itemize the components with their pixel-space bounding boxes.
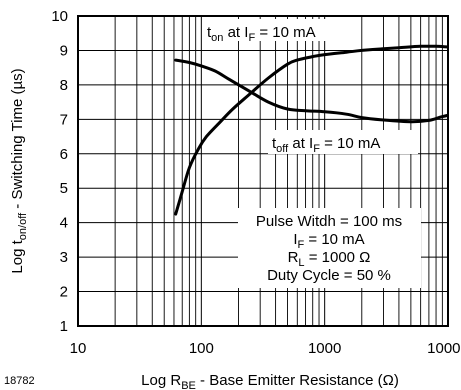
t-on-label: ton at IF = 10 mA xyxy=(207,24,316,44)
t-off-label: toff at IF = 10 mA xyxy=(272,135,380,155)
x-tick-label: 10000 xyxy=(427,340,461,357)
y-axis-label: Log ton/off - Switching Time (µs) xyxy=(9,68,29,273)
x-tick-label: 10 xyxy=(70,340,87,357)
y-tick-label: 10 xyxy=(51,8,68,25)
y-tick-label: 4 xyxy=(60,215,68,232)
x-tick-label: 100 xyxy=(189,340,214,357)
y-tick-label: 7 xyxy=(60,111,68,128)
y-tick-label: 5 xyxy=(60,180,68,197)
y-tick-label: 3 xyxy=(60,249,68,266)
plot-frame xyxy=(77,15,449,327)
condition-duty-cycle: Duty Cycle = 50 % xyxy=(267,267,391,284)
y-tick-label: 6 xyxy=(60,146,68,163)
t-off-label-background xyxy=(268,130,418,154)
y-tick-label: 8 xyxy=(60,77,68,94)
curves xyxy=(174,44,448,216)
x-tick-labels: 10 100 1000 10000 xyxy=(70,340,461,357)
x-tick-label: 1000 xyxy=(308,340,341,357)
y-tick-label: 9 xyxy=(60,42,68,59)
x-axis-label: Log RBE - Base Emitter Resistance (Ω) xyxy=(141,372,399,390)
condition-rl: RL = 1000 Ω xyxy=(288,249,371,269)
series-t-off-line xyxy=(174,58,448,124)
y-tick-label: 1 xyxy=(60,318,68,335)
t-on-label-background xyxy=(203,19,348,41)
y-tick-label: 2 xyxy=(60,284,68,301)
figure-number: 18782 xyxy=(4,375,35,387)
plot-frame-group xyxy=(77,15,449,327)
y-tick-labels: 1 2 3 4 5 6 7 8 9 10 xyxy=(51,8,68,335)
conditions-background xyxy=(238,208,421,288)
condition-pulse-width: Pulse Witdh = 100 ms xyxy=(256,213,402,230)
series-t-on-line xyxy=(174,44,448,216)
condition-if: IF = 10 mA xyxy=(293,231,364,251)
